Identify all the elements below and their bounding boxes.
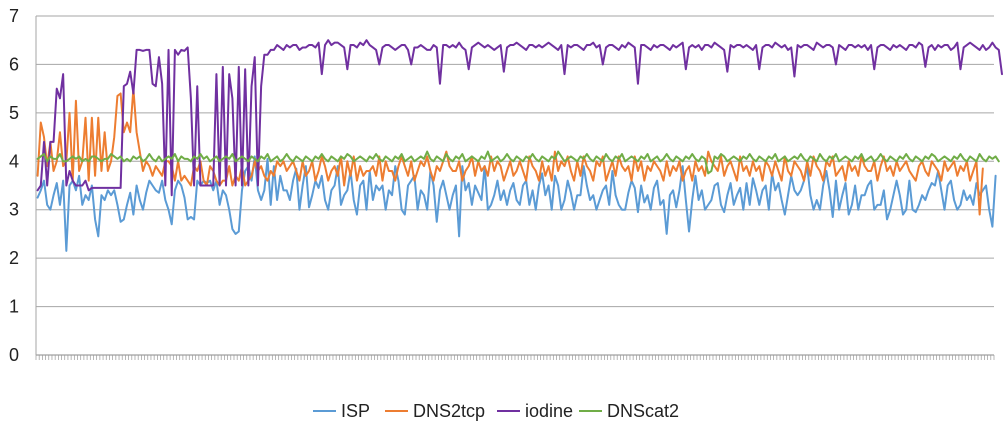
legend-label-dns2tcp: DNS2tcp <box>413 401 485 421</box>
x-tick-marks <box>35 355 995 360</box>
y-tick-label: 3 <box>9 200 19 220</box>
y-tick-label: 7 <box>9 6 19 26</box>
y-tick-label: 6 <box>9 54 19 74</box>
legend-label-iodine: iodine <box>525 401 573 421</box>
y-tick-label: 5 <box>9 103 19 123</box>
series-line-dnscat2 <box>36 150 1000 175</box>
series-lines <box>36 39 1003 252</box>
y-tick-label: 2 <box>9 248 19 268</box>
gridlines <box>36 15 994 356</box>
y-tick-label: 0 <box>9 345 19 365</box>
legend-label-isp: ISP <box>341 401 370 421</box>
series-line-iodine <box>36 39 1003 197</box>
y-axis-tick-labels: 0 1 2 3 4 5 6 7 <box>9 6 19 365</box>
x-axis <box>35 16 995 360</box>
y-tick-label: 4 <box>9 151 19 171</box>
y-tick-label: 1 <box>9 297 19 317</box>
series-line-isp <box>36 155 997 252</box>
legend-label-dnscat2: DNScat2 <box>607 401 679 421</box>
legend: ISP DNS2tcp iodine DNScat2 <box>313 401 679 421</box>
series-line-dns2tcp <box>36 87 984 216</box>
